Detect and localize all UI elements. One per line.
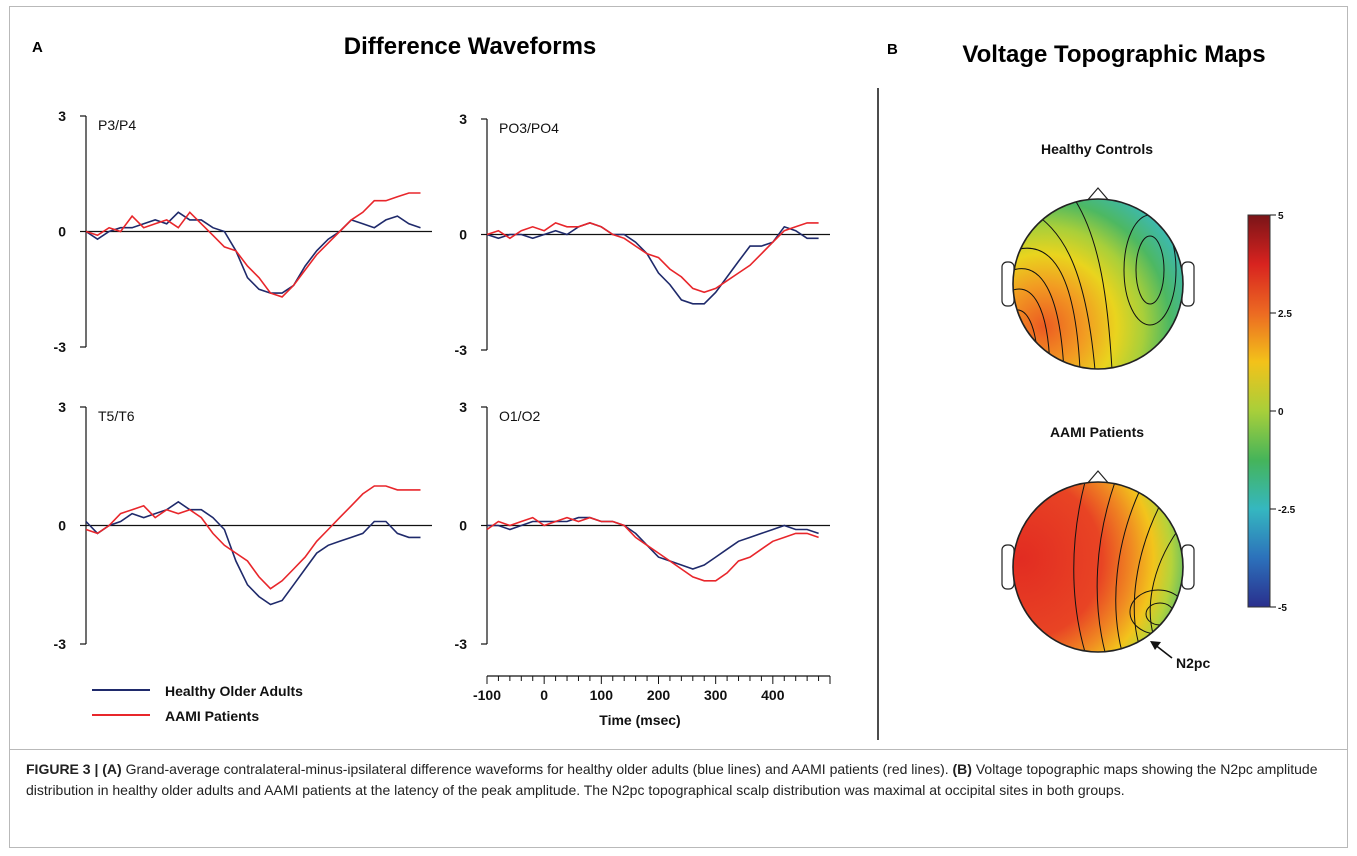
color-scale-tick-label: 2.5 [1278, 309, 1292, 320]
series-line-aami [85, 485, 421, 590]
panel-a-letter: A [32, 39, 43, 56]
color-scale-tick-label: -5 [1278, 603, 1287, 614]
y-tick-label: 0 [58, 224, 66, 240]
x-tick-label: 400 [761, 687, 785, 703]
x-tick-label: 100 [590, 687, 614, 703]
color-scale-tick-label: 5 [1278, 211, 1284, 222]
n2pc-label: N2pc [1176, 655, 1210, 671]
channel-label: T5/T6 [98, 408, 135, 424]
channel-label: P3/P4 [98, 117, 136, 133]
channel-label: PO3/PO4 [499, 120, 559, 136]
map-title-healthy: Healthy Controls [1041, 141, 1153, 157]
x-tick-label: 0 [540, 687, 548, 703]
scalp-map-healthy [1013, 199, 1183, 369]
y-tick-label: 0 [58, 518, 66, 534]
y-tick-label: 3 [459, 399, 467, 415]
y-tick-label: 3 [459, 111, 467, 127]
right-ear-icon [1181, 261, 1195, 307]
y-tick-label: -3 [455, 636, 468, 652]
color-scale-tick-label: 0 [1278, 407, 1284, 418]
waveform-plot: 3 0 -3 PO3/PO4 [455, 111, 830, 358]
color-scale-bar [1247, 214, 1271, 608]
legend-label-healthy: Healthy Older Adults [165, 683, 303, 699]
x-tick-label: -100 [473, 687, 501, 703]
time-axis: -100 0 100 200 300 400 Time (msec) [473, 675, 831, 728]
panel-b-title: Voltage Topographic Maps [962, 41, 1265, 68]
n2pc-annotation: N2pc [1150, 641, 1210, 671]
y-tick-label: 3 [58, 399, 66, 415]
scalp-outline-healthy [1012, 198, 1184, 370]
caption-label: FIGURE 3 | [26, 761, 103, 777]
waveform-plot: 3 0 -3 P3/P4 [54, 108, 432, 355]
scalp-outline-aami [1012, 481, 1184, 653]
x-axis-label: Time (msec) [599, 712, 680, 728]
figure-caption: FIGURE 3 | (A) Grand-average contralater… [26, 759, 1326, 801]
caption-ref-a: (A) [102, 761, 122, 777]
caption-text-a: Grand-average contralateral-minus-ipsila… [121, 761, 953, 777]
x-tick-label: 200 [647, 687, 671, 703]
series-line-aami [486, 222, 819, 294]
legend-label-aami: AAMI Patients [165, 708, 259, 724]
figure-canvas: A Difference Waveforms B Voltage Topogra… [32, 33, 1296, 740]
map-title-aami: AAMI Patients [1050, 424, 1144, 440]
x-tick-label: 300 [704, 687, 728, 703]
waveform-plot: 3 0 -3 O1/O2 [455, 399, 830, 652]
color-scale-ticks: 5 2.5 0 -2.5 -5 [1270, 211, 1296, 614]
color-scale-tick-label: -2.5 [1278, 505, 1296, 516]
right-ear-icon [1181, 544, 1195, 590]
series-line-healthy [85, 500, 421, 606]
series-line-aami [85, 192, 421, 298]
series-line-aami [486, 516, 819, 582]
y-tick-label: 0 [459, 518, 467, 534]
y-tick-label: 0 [459, 227, 467, 243]
caption-separator [10, 749, 1347, 750]
y-tick-label: 3 [58, 108, 66, 124]
channel-label: O1/O2 [499, 408, 540, 424]
head-map-healthy [1001, 187, 1195, 370]
y-tick-label: -3 [54, 339, 67, 355]
legend: Healthy Older Adults AAMI Patients [92, 683, 303, 724]
figure-frame [9, 6, 1348, 848]
panel-a-title: Difference Waveforms [344, 33, 597, 60]
color-scale: 5 2.5 0 -2.5 -5 [1247, 211, 1296, 614]
y-tick-label: -3 [455, 342, 468, 358]
arrowhead-icon [1150, 641, 1161, 650]
head-map-aami [1001, 470, 1195, 653]
y-tick-label: -3 [54, 636, 67, 652]
caption-text-b: Voltage topographic maps showing the N2p… [26, 761, 1318, 798]
series-line-healthy [487, 516, 819, 570]
caption-ref-b: (B) [952, 761, 972, 777]
panel-b-letter: B [887, 41, 898, 58]
series-line-healthy [85, 211, 421, 294]
waveform-plots: 3 0 -3 P3/P4 3 0 -3 PO3/PO4 3 0 -3 T5/T6 3 0 -3 O1/O2 -1… [54, 108, 831, 728]
waveform-plot: 3 0 -3 T5/T6 [54, 399, 432, 652]
series-line-healthy [486, 222, 819, 305]
